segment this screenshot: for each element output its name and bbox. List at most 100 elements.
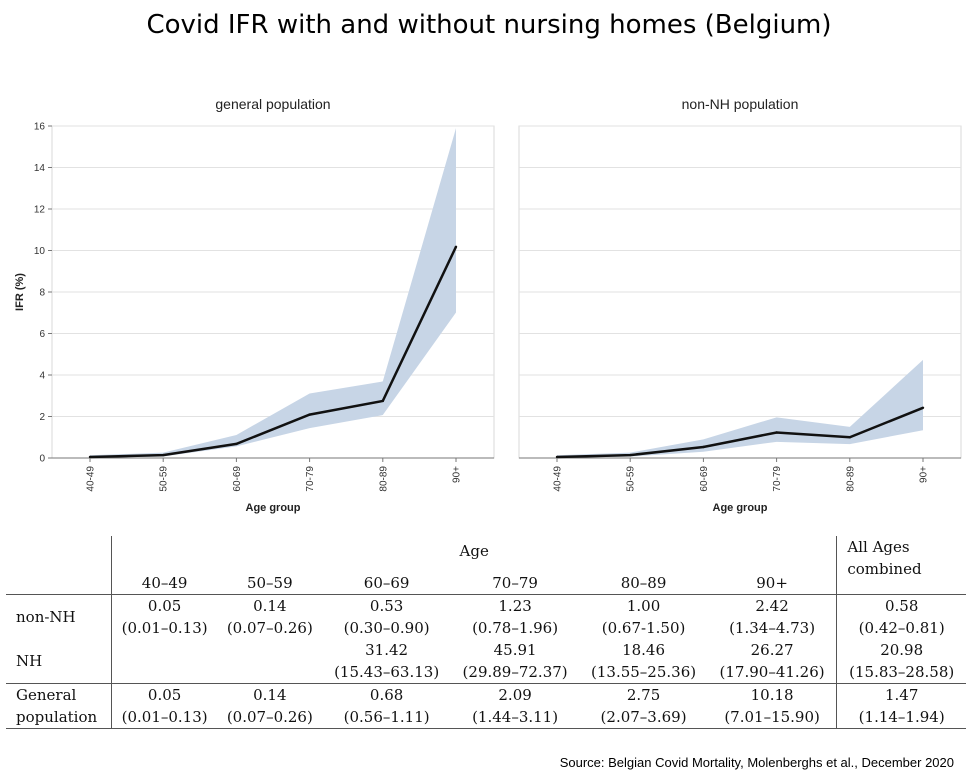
age-column-header: 40–49 bbox=[111, 562, 218, 595]
ifr-value: 31.42 bbox=[365, 641, 409, 659]
ifr-interval: (15.43–63.13) bbox=[334, 663, 440, 681]
age-column-label: 50–59 bbox=[246, 574, 293, 592]
ifr-series-line bbox=[89, 246, 458, 459]
data-point bbox=[235, 442, 238, 446]
table-cell: 10.18 (7.01–15.90) bbox=[707, 683, 837, 729]
ifr-value: 26.27 bbox=[750, 641, 794, 659]
ifr-value: 0.05 bbox=[147, 686, 182, 704]
ifr-value: 18.46 bbox=[622, 641, 666, 659]
x-tick-label: 90+ bbox=[919, 466, 930, 483]
ifr-interval: (15.83–28.58) bbox=[849, 663, 955, 681]
table-cell: 18.46 (13.55–25.36) bbox=[579, 639, 707, 684]
x-axis-label: Age group bbox=[713, 502, 768, 514]
ifr-value: 1.47 bbox=[884, 686, 919, 704]
ifr-interval: (0.67-1.50) bbox=[601, 619, 686, 637]
x-tick-label: 50-59 bbox=[626, 466, 637, 492]
ifr-interval: (0.30–0.90) bbox=[343, 619, 430, 637]
ifr-value: 0.68 bbox=[369, 686, 404, 704]
y-tick-label: 8 bbox=[39, 288, 45, 299]
ifr-table: Age All Ages combined 40–49 50–59 60–69 70–79 8… bbox=[6, 536, 966, 729]
table-cell: 2.75 (2.07–3.69) bbox=[579, 683, 708, 729]
age-column-label: 90+ bbox=[756, 574, 788, 592]
table-cell: 0.05 (0.01–0.13) bbox=[111, 683, 218, 729]
x-tick-label: 80-89 bbox=[845, 466, 856, 492]
ifr-series-line bbox=[556, 406, 924, 459]
table-cell: 0.14 (0.07–0.26) bbox=[217, 683, 323, 729]
table-cell: 0.53 (0.30–0.90) bbox=[322, 594, 451, 639]
x-tick-label: 40-49 bbox=[86, 466, 97, 492]
data-point bbox=[162, 453, 165, 457]
table-cell: 2.42 (1.34–4.73) bbox=[707, 594, 837, 639]
row-label-text: NH bbox=[16, 652, 43, 670]
data-point bbox=[629, 453, 632, 457]
row-label-text: population bbox=[16, 708, 98, 726]
ifr-interval: (0.56–1.11) bbox=[343, 708, 430, 726]
table-cell: 31.42 (15.43–63.13) bbox=[322, 639, 450, 684]
y-axis-label: IFR (%) bbox=[14, 273, 26, 311]
y-tick-label: 4 bbox=[39, 371, 45, 382]
y-tick-label: 0 bbox=[39, 454, 45, 465]
confidence-band bbox=[557, 359, 923, 458]
ifr-interval: (17.90–41.26) bbox=[719, 663, 825, 681]
data-point bbox=[381, 399, 384, 403]
confidence-band bbox=[90, 128, 456, 458]
data-point bbox=[308, 413, 311, 416]
table-cell: 2.09 (1.44–3.11) bbox=[450, 683, 580, 729]
ifr-charts: 40-49 50-59 60-69 70-79 80-89 90+ 0 2 4 6 8 10 12 14 1… bbox=[14, 96, 962, 514]
table-cell: 0.05 (0.01–0.13) bbox=[111, 594, 218, 639]
y-tick-label: 2 bbox=[39, 412, 45, 423]
x-tick-label: 50-59 bbox=[159, 466, 170, 492]
age-column-label: 60–69 bbox=[363, 574, 410, 592]
table-cell: 0.14 (0.07–0.26) bbox=[217, 594, 323, 639]
ifr-value: 0.05 bbox=[147, 597, 182, 615]
table-cell: 0.68 (0.56–1.11) bbox=[322, 683, 451, 729]
panel-title: non-NH population bbox=[682, 96, 799, 112]
chart-panel-1: 40-49 50-59 60-69 70-79 80-89 90+ 0 2 4 6 8 10 12 14 1… bbox=[14, 96, 495, 514]
ifr-value: 2.75 bbox=[626, 686, 661, 704]
ifr-interval: (0.07–0.26) bbox=[226, 708, 313, 726]
y-tick-label: 16 bbox=[34, 122, 46, 133]
age-group-header: Age bbox=[110, 536, 837, 562]
age-column-header: 90+ bbox=[708, 562, 837, 595]
row-label: NH bbox=[6, 639, 112, 684]
ifr-value: 2.42 bbox=[755, 597, 789, 615]
data-point bbox=[88, 455, 92, 459]
x-tick-label: 60-69 bbox=[232, 466, 243, 492]
x-tick-label: 80-89 bbox=[378, 466, 389, 492]
ifr-value: 45.91 bbox=[493, 641, 537, 659]
ifr-value: 1.23 bbox=[498, 597, 532, 615]
table-cell bbox=[217, 639, 322, 684]
age-header-text: Age bbox=[459, 542, 489, 560]
ifr-value: 0.58 bbox=[884, 597, 919, 615]
source-note: Source: Belgian Covid Mortality, Molenbe… bbox=[559, 755, 954, 770]
ifr-value: 2.09 bbox=[498, 686, 532, 704]
ifr-interval: (1.14–1.94) bbox=[858, 708, 945, 726]
panel-title: general population bbox=[215, 96, 330, 112]
x-tick-label: 60-69 bbox=[699, 466, 710, 492]
all-ages-header: All Ages combined bbox=[836, 536, 966, 595]
table-cell: 1.23 (0.78–1.96) bbox=[450, 594, 580, 639]
x-tick-label: 70-79 bbox=[772, 466, 783, 492]
ifr-interval: (0.01–0.13) bbox=[121, 708, 208, 726]
ifr-value: 1.00 bbox=[626, 597, 661, 615]
ifr-interval: (1.44–3.11) bbox=[472, 708, 559, 726]
table-cell: 26.27 (17.90–41.26) bbox=[708, 639, 837, 684]
ifr-value: 20.98 bbox=[880, 641, 924, 659]
table-cell bbox=[111, 639, 218, 684]
ifr-value bbox=[217, 639, 322, 661]
data-point bbox=[775, 431, 778, 434]
x-tick-label: 40-49 bbox=[553, 466, 564, 492]
y-tick-label: 10 bbox=[34, 246, 46, 257]
row-label-text: non-NH bbox=[16, 608, 76, 626]
ifr-value: 0.14 bbox=[253, 686, 287, 704]
age-column-label: 70–79 bbox=[492, 574, 538, 592]
main-title: Covid IFR with and without nursing homes… bbox=[146, 10, 832, 40]
y-tick-label: 6 bbox=[39, 329, 45, 340]
ifr-value: 0.53 bbox=[369, 597, 404, 615]
row-label: non-NH bbox=[6, 594, 112, 639]
data-point bbox=[848, 436, 851, 439]
all-ages-cell: 0.58 (0.42–0.81) bbox=[836, 594, 966, 639]
ifr-interval: (0.07–0.26) bbox=[226, 619, 313, 637]
ifr-value: 10.18 bbox=[750, 686, 794, 704]
all-ages-header-line: combined bbox=[847, 560, 922, 578]
